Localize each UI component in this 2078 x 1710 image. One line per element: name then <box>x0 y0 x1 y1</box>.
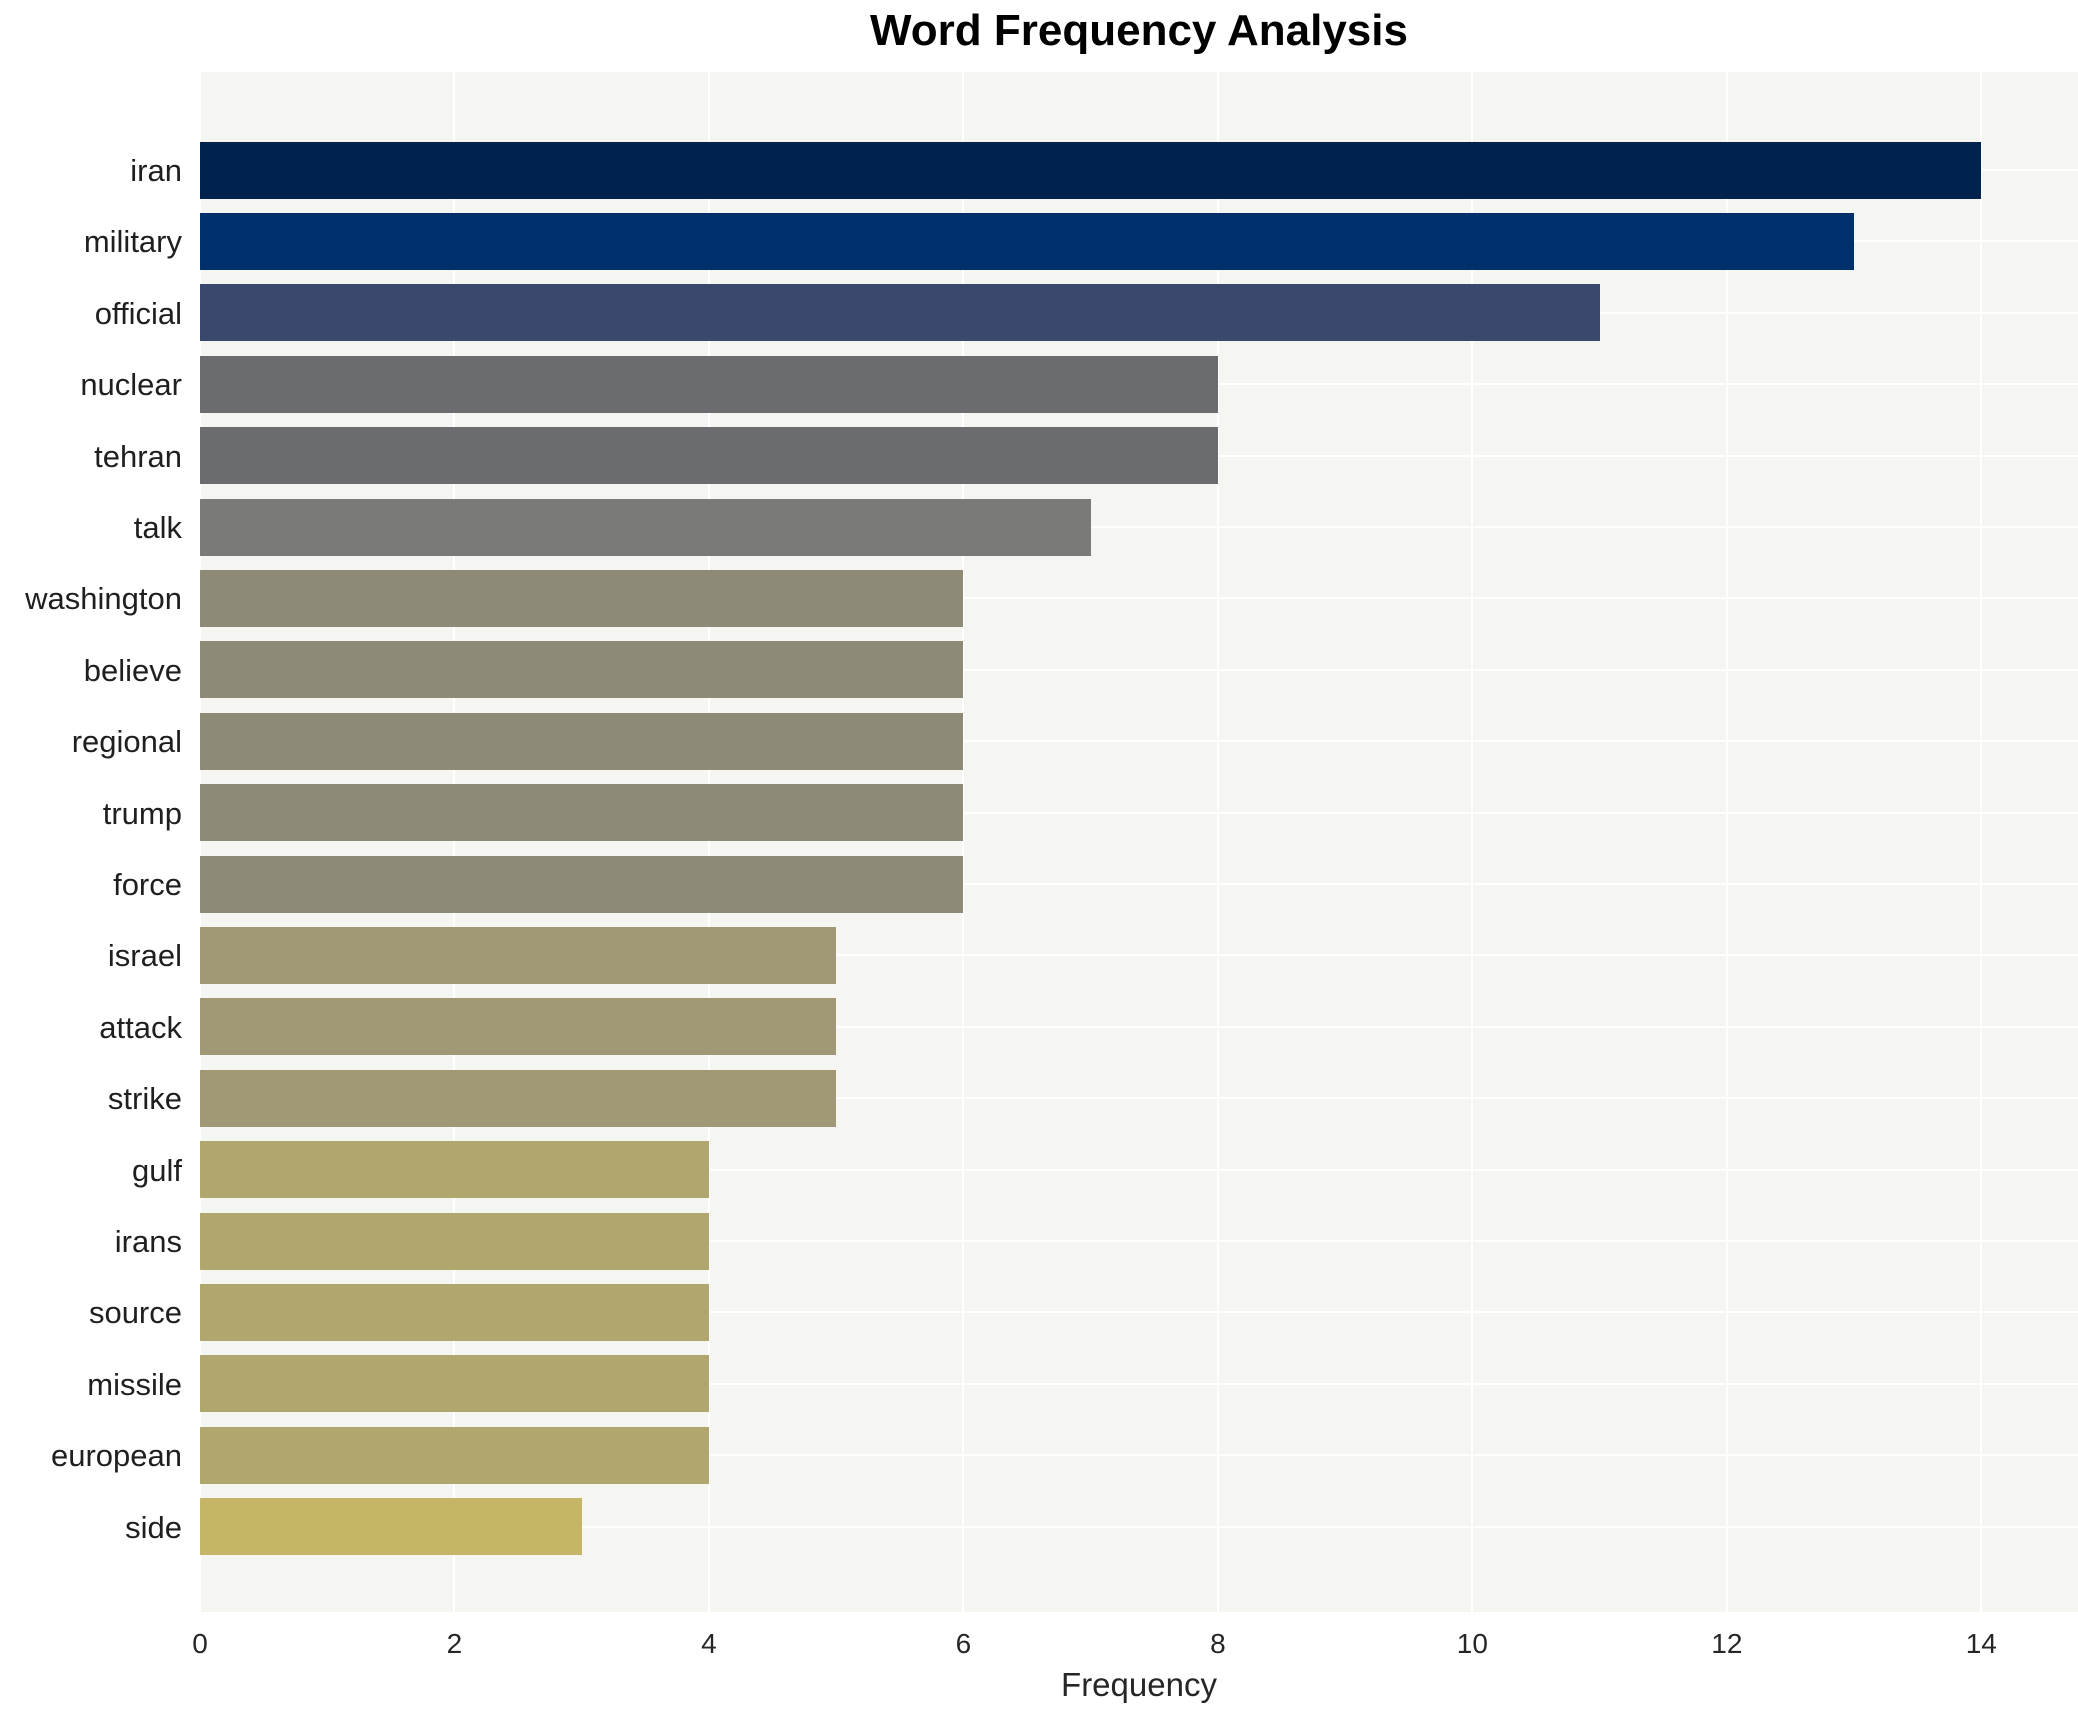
bar-talk <box>200 498 1091 556</box>
x-tick-14: 14 <box>1965 1628 1997 1659</box>
x-tick-0: 0 <box>192 1628 208 1659</box>
x-tick-2: 2 <box>446 1628 463 1659</box>
horizontal-gridline <box>200 1454 2078 1457</box>
bar-israel <box>200 926 837 984</box>
category-label-attack: attack <box>99 1009 182 1045</box>
x-tick-6: 6 <box>955 1628 972 1659</box>
category-label-believe: believe <box>83 652 182 688</box>
bar-military <box>200 212 1855 270</box>
category-label-european: european <box>50 1438 182 1474</box>
horizontal-gridline <box>200 1311 2078 1314</box>
horizontal-gridline <box>200 811 2078 814</box>
category-label-irans: irans <box>114 1224 182 1259</box>
horizontal-gridline <box>200 668 2078 671</box>
vertical-gridline <box>1725 72 1728 1612</box>
bar-gulf <box>200 1141 709 1199</box>
category-label-official: official <box>94 295 182 331</box>
category-label-tehran: tehran <box>94 438 182 474</box>
vertical-gridline <box>453 72 456 1612</box>
x-tick-12: 12 <box>1711 1628 1743 1659</box>
bar-source <box>200 1283 709 1341</box>
category-label-strike: strike <box>107 1081 182 1117</box>
horizontal-gridline <box>200 954 2078 957</box>
category-label-nuclear: nuclear <box>80 367 182 403</box>
category-label-israel: israel <box>107 938 182 974</box>
vertical-gridline <box>1216 72 1219 1612</box>
bar-believe <box>200 641 964 699</box>
bar-missile <box>200 1355 709 1413</box>
bar-regional <box>200 712 964 770</box>
bar-attack <box>200 998 837 1056</box>
horizontal-gridline <box>200 1240 2078 1242</box>
x-tick-8: 8 <box>1210 1628 1226 1659</box>
chart-title: Word Frequency Analysis <box>870 6 1408 55</box>
category-label-talk: talk <box>133 510 182 545</box>
category-label-iran: iran <box>130 153 182 188</box>
bar-tehran <box>200 427 1218 485</box>
vertical-gridline <box>1980 72 1983 1612</box>
bar-side <box>200 1498 582 1556</box>
category-label-side: side <box>125 1509 182 1545</box>
vertical-gridline <box>707 72 710 1612</box>
horizontal-gridline <box>200 597 2078 600</box>
x-tick-10: 10 <box>1456 1628 1488 1659</box>
bar-force <box>200 855 964 913</box>
category-label-missile: missile <box>87 1366 182 1402</box>
bar-trump <box>200 784 964 842</box>
category-label-military: military <box>83 224 182 260</box>
horizontal-gridline <box>200 1097 2078 1100</box>
category-label-source: source <box>88 1295 182 1331</box>
bar-official <box>200 284 1600 342</box>
horizontal-gridline <box>200 1525 2078 1528</box>
bar-irans <box>200 1212 709 1270</box>
bar-washington <box>200 569 964 627</box>
bar-strike <box>200 1069 837 1127</box>
vertical-gridline <box>962 72 965 1612</box>
bar-iran <box>200 141 1982 199</box>
horizontal-gridline <box>200 526 2078 528</box>
bar-european <box>200 1426 709 1484</box>
vertical-gridline <box>1471 72 1474 1612</box>
category-label-force: force <box>113 867 182 902</box>
category-label-regional: regional <box>71 724 182 760</box>
category-label-gulf: gulf <box>132 1152 182 1188</box>
horizontal-gridline <box>200 1168 2078 1171</box>
x-tick-4: 4 <box>701 1628 717 1659</box>
bar-nuclear <box>200 355 1218 413</box>
category-label-trump: trump <box>102 795 182 831</box>
horizontal-gridline <box>200 1025 2078 1028</box>
vertical-gridline <box>199 72 201 1612</box>
horizontal-gridline <box>200 1382 2078 1385</box>
category-label-washington: washington <box>25 581 182 617</box>
horizontal-gridline <box>200 883 2078 885</box>
x-axis-label: Frequency <box>1061 1666 1217 1703</box>
horizontal-gridline <box>200 740 2078 743</box>
